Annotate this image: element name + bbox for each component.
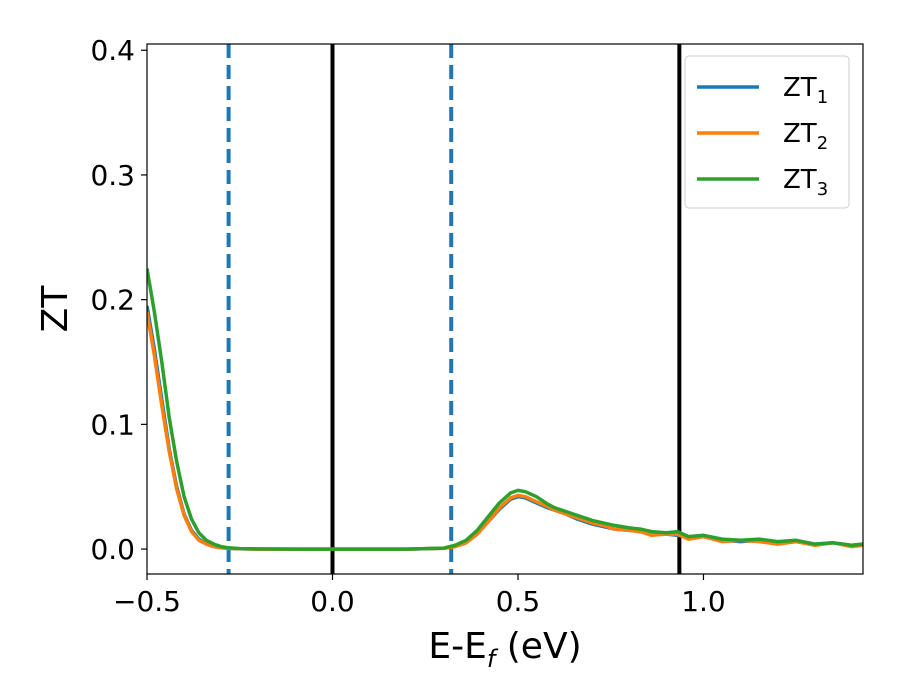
x-tick-label-0: −0.5 [113,585,181,618]
legend-label-2: ZT2 [783,119,828,154]
series-line-1 [147,305,863,551]
series-line-3 [147,268,863,551]
legend-box [684,55,850,209]
x-axis-label-unit: (eV) [495,626,581,667]
plot-frame [146,43,864,575]
x-axis-label: E-Ef (eV) [428,626,581,673]
y-tick-label-3: 0.3 [90,159,135,192]
reference-lines [226,44,682,574]
legend-label-1: ZT1 [783,73,828,108]
series-line-2 [147,311,863,551]
series-layer [147,268,863,551]
y-tick-label-2: 0.2 [90,284,135,317]
legend-label-3: ZT3 [783,165,828,200]
y-axis-label: ZT [35,285,76,333]
x-tick-label-2: 0.5 [496,585,541,618]
y-tick-label-1: 0.1 [90,408,135,441]
x-axis-ticks: −0.5 0.0 0.5 1.0 [113,574,726,618]
x-tick-label-3: 1.0 [681,585,726,618]
y-tick-label-0: 0.0 [90,533,135,566]
x-tick-label-1: 0.0 [310,585,355,618]
legend: ZT1 ZT2 ZT3 [684,55,850,209]
y-axis-ticks: 0.0 0.1 0.2 0.3 0.4 [90,34,147,566]
y-tick-label-4: 0.4 [90,34,135,67]
